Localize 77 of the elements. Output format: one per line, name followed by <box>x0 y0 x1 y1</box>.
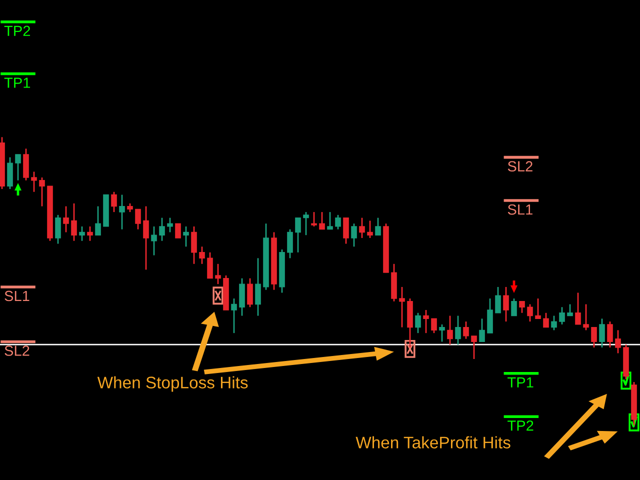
candlestick <box>159 217 165 242</box>
candlestick <box>311 211 317 228</box>
ref-line-label: SL2 <box>508 161 532 172</box>
annotation: When StopLoss Hits <box>97 376 248 392</box>
candlestick <box>199 246 205 265</box>
candlestick <box>431 318 437 334</box>
candlestick <box>567 304 573 316</box>
candlestick <box>575 292 581 326</box>
candlestick <box>7 156 13 190</box>
candlestick <box>303 211 309 236</box>
candlestick <box>519 300 525 314</box>
ref-line-label: TP2 <box>508 420 534 431</box>
candlestick <box>487 298 493 334</box>
text: When TakeProfit Hits <box>356 436 510 448</box>
candlestick <box>319 211 325 230</box>
ref-line-label: TP1 <box>4 78 30 88</box>
candlestick <box>399 286 405 328</box>
candlestick <box>87 226 93 242</box>
candlestick <box>119 194 125 230</box>
candlestick <box>143 206 149 270</box>
candlestick <box>415 312 421 334</box>
candlestick <box>191 226 197 265</box>
candlestick <box>471 335 477 360</box>
candlestick <box>111 191 117 213</box>
candlestick <box>359 217 365 239</box>
candlestick <box>15 154 21 182</box>
ref-line-label: TP1 <box>508 377 534 388</box>
candlestick <box>511 298 517 316</box>
candlestick <box>527 304 533 322</box>
candlestick <box>207 252 213 280</box>
candlestick <box>95 206 101 236</box>
candlestick <box>503 286 509 322</box>
candlestick <box>135 208 141 230</box>
candlestick <box>183 226 189 248</box>
candlestick <box>175 222 181 239</box>
candlestick <box>55 214 61 244</box>
candlestick <box>375 217 381 236</box>
candlestick <box>151 226 157 256</box>
candlestick <box>607 320 613 348</box>
candlestick <box>551 315 557 331</box>
candlestick <box>351 222 357 248</box>
candlestick <box>23 148 29 182</box>
candlestick <box>615 329 621 354</box>
candlestick <box>71 202 77 242</box>
candlestick <box>335 214 341 230</box>
ref-line-label: SL2 <box>4 346 30 356</box>
candlestick <box>559 306 565 326</box>
candlestick <box>247 278 253 308</box>
candlestick <box>439 324 445 342</box>
candlestick <box>583 304 589 331</box>
candlestick <box>287 228 293 259</box>
candlestick <box>39 176 45 207</box>
candlestick <box>239 278 245 316</box>
candlestick <box>495 286 501 314</box>
candlestick <box>31 171 37 193</box>
candlestick <box>447 315 453 346</box>
candlestick <box>591 326 597 348</box>
candlestick <box>327 211 333 230</box>
candlestick <box>255 257 261 316</box>
candlestick <box>543 312 549 328</box>
candlestick <box>479 318 485 342</box>
candlestick <box>167 217 173 233</box>
candlestick <box>535 298 541 320</box>
candlestick <box>79 226 85 242</box>
candlestick <box>455 315 461 346</box>
candlestick <box>231 298 237 334</box>
candlestick <box>343 217 349 244</box>
candlestick <box>215 263 221 285</box>
candlestick <box>463 320 469 340</box>
candlestick <box>599 318 605 348</box>
ref-line-label: SL1 <box>508 204 532 215</box>
candlestick <box>367 220 373 239</box>
ref-line-label: SL1 <box>4 290 30 302</box>
candlestick <box>423 309 429 334</box>
candlestick <box>295 217 301 254</box>
ref-line-label: TP2 <box>4 26 30 36</box>
candlestick <box>63 206 69 233</box>
